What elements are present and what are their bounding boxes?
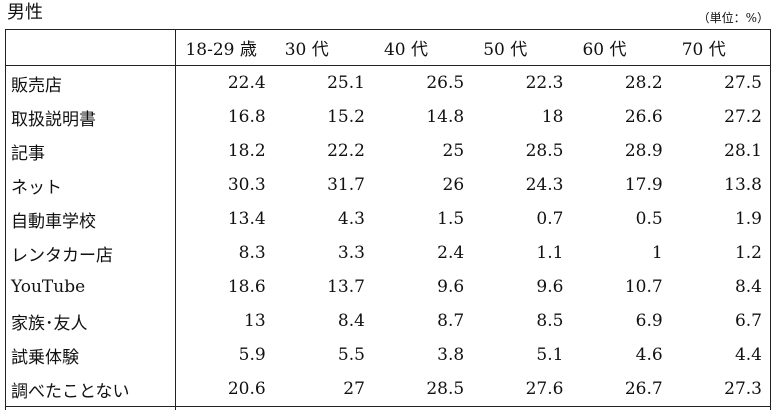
table-cell: 27	[274, 372, 374, 407]
table-cell: 26.7	[572, 372, 672, 407]
table-cell: 30.3	[227, 175, 266, 195]
unit-note: （単位：%）	[697, 11, 769, 25]
table-cell: 0.5	[635, 209, 663, 229]
table-cell: 28.5	[525, 141, 564, 161]
table-border-divider	[175, 29, 176, 410]
table-cell: 4.3	[337, 209, 365, 229]
row-label: 販売店	[11, 75, 62, 96]
header-corner	[5, 29, 176, 66]
table-cell: 16.8	[227, 107, 266, 127]
table-cell: 8.4	[734, 277, 762, 297]
table-cell: 13.4	[227, 209, 266, 229]
column-header: 30 代	[274, 29, 374, 66]
table-cell: 13.8	[724, 175, 762, 195]
table-cell: 20.6	[175, 372, 275, 407]
table-cell: 3.3	[337, 243, 365, 263]
column-header: 50 代	[473, 29, 573, 66]
table-cell: 2.4	[437, 243, 465, 263]
table-cell: 28.9	[624, 141, 663, 161]
table-row: 自動車学校 13.4 4.3 1.5 0.7 0.5 1.9	[5, 202, 771, 236]
table-cell: 22.2	[327, 141, 365, 161]
table-cell: 1.2	[734, 243, 762, 263]
table-cell: 1	[651, 243, 663, 263]
table-cell: 18.2	[227, 141, 266, 161]
table-cell: 5.5	[337, 345, 365, 365]
table-cell: 24.3	[525, 175, 564, 195]
table-cell: 27.3	[671, 372, 771, 407]
table-cell: 5.1	[536, 345, 564, 365]
table-cell: 22.4	[227, 73, 266, 93]
table-cell: 26	[442, 175, 465, 195]
column-header: 60 代	[572, 29, 672, 66]
table-cell: 0.7	[536, 209, 564, 229]
row-label: 調べたことない	[5, 372, 176, 407]
table-cell: 10.7	[624, 277, 663, 297]
table-cell: 22.3	[525, 73, 564, 93]
table-cell: 1.9	[734, 209, 762, 229]
table-cell: 25.1	[327, 73, 365, 93]
table-cell: 27.2	[724, 107, 762, 127]
table-cell: 9.6	[536, 277, 564, 297]
table-cell: 15.2	[327, 107, 365, 127]
table-cell: 8.7	[437, 311, 465, 331]
table-cell: 6.7	[734, 311, 762, 331]
table-cell: 28.5	[373, 372, 474, 407]
column-header: 18-29 歳	[175, 29, 275, 66]
table-cell: 1.5	[437, 209, 465, 229]
table-cell: 27.5	[724, 73, 762, 93]
table-cell: 5.9	[238, 345, 266, 365]
table-cell: 6.9	[635, 311, 663, 331]
table-cell: 28.2	[624, 73, 663, 93]
row-label: 自動車学校	[11, 211, 96, 232]
table-border-right	[770, 29, 771, 410]
table-cell: 27.6	[473, 372, 573, 407]
table-row: レンタカー店 8.3 3.3 2.4 1.1 1 1.2	[5, 236, 771, 270]
table-cell: 3.8	[437, 345, 465, 365]
data-table: 18-29 歳 30 代 40 代 50 代 60 代 70 代 販売店 22.4…	[5, 29, 771, 407]
table-cell: 31.7	[327, 175, 365, 195]
table-cell: 26.5	[426, 73, 465, 93]
row-label: YouTube	[11, 277, 86, 297]
table-row: YouTube 18.6 13.7 9.6 9.6 10.7 8.4	[5, 270, 771, 304]
table-cell: 9.6	[437, 277, 465, 297]
table-row: 販売店 22.4 25.1 26.5 22.3 28.2 27.5	[5, 66, 771, 101]
table-cell: 18.6	[227, 277, 266, 297]
row-label: 記事	[11, 143, 45, 164]
table-cell: 25	[442, 141, 465, 161]
header-row: 18-29 歳 30 代 40 代 50 代 60 代 70 代	[5, 29, 771, 66]
row-label: 取扱説明書	[11, 109, 96, 130]
table-row: ネット 30.3 31.7 26 24.3 17.9 13.8	[5, 168, 771, 202]
table-row: 取扱説明書 16.8 15.2 14.8 18 26.6 27.2	[5, 100, 771, 134]
table-row: 調べたことない 20.6 27 28.5 27.6 26.7 27.3	[5, 372, 771, 407]
table-cell: 13.7	[327, 277, 365, 297]
table-row: 記事 18.2 22.2 25 28.5 28.9 28.1	[5, 134, 771, 168]
table-cell: 8.4	[337, 311, 365, 331]
column-header: 40 代	[373, 29, 474, 66]
row-label: 家族･友人	[11, 313, 88, 334]
table-cell: 4.6	[635, 345, 663, 365]
table-cell: 13	[244, 311, 266, 331]
table-row: 家族･友人 13 8.4 8.7 8.5 6.9 6.7	[5, 304, 771, 338]
row-label: 試乗体験	[11, 347, 79, 368]
table-cell: 8.5	[536, 311, 564, 331]
table-cell: 17.9	[624, 175, 663, 195]
table-row: 試乗体験 5.9 5.5 3.8 5.1 4.6 4.4	[5, 338, 771, 372]
table-cell: 4.4	[734, 345, 762, 365]
table-cell: 26.6	[624, 107, 663, 127]
column-header: 70 代	[671, 29, 771, 66]
table-cell: 8.3	[238, 243, 266, 263]
row-label: レンタカー店	[11, 245, 113, 266]
table-border-left	[5, 29, 6, 410]
table-cell: 1.1	[536, 243, 564, 263]
table-cell: 14.8	[426, 107, 465, 127]
table-title: 男性	[7, 2, 43, 23]
table-cell: 28.1	[724, 141, 762, 161]
row-label: ネット	[11, 177, 62, 198]
table-cell: 18	[541, 107, 564, 127]
